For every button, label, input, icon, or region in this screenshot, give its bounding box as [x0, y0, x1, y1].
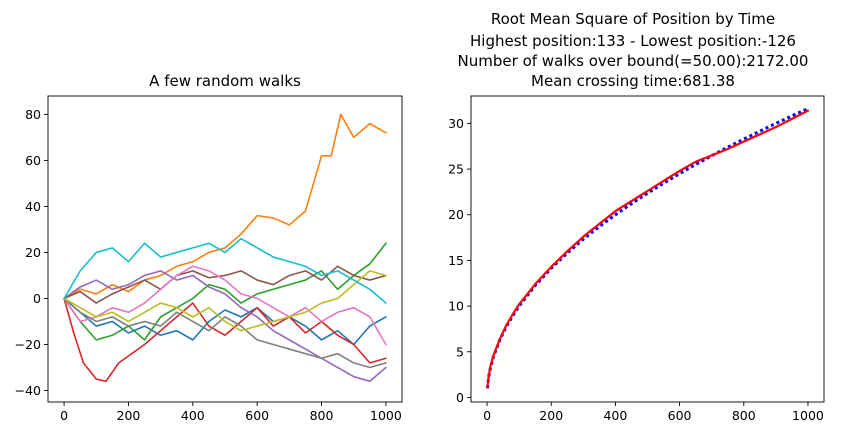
left-x-tick-label: 400 — [181, 408, 205, 423]
series-line-walk-1 — [63, 297, 387, 346]
rms-chart: Root Mean Square of Position by Time Hig… — [448, 10, 825, 423]
random-walks-chart: A few random walks 0 200 400 600 800 1000−40−… — [15, 72, 403, 423]
right-y-tick-label: 30 — [448, 116, 464, 131]
right-chart-title: Root Mean Square of Position by Time — [491, 10, 775, 28]
series-line-walk-9 — [63, 270, 387, 332]
right-y-tick-label: 0 — [456, 390, 464, 405]
series-line-walk-4 — [63, 297, 387, 383]
left-x-tick-label: 0 — [60, 408, 68, 423]
left-y-tick-label: 20 — [25, 245, 41, 260]
right-x-tick-label: 0 — [483, 408, 491, 423]
left-axes-frame — [47, 95, 403, 403]
left-y-tick-label: 0 — [33, 291, 41, 306]
right-chart-subtitle-bound: Number of walks over bound(=50.00):2172.… — [458, 52, 809, 70]
right-x-tick-label: 1000 — [792, 408, 824, 423]
series-line-walk-7 — [63, 265, 387, 346]
right-y-tick-label: 25 — [448, 162, 464, 177]
left-x-tick-label: 1000 — [370, 408, 402, 423]
series-line-walk-8 — [63, 297, 387, 369]
right-series-group — [485, 107, 810, 389]
series-line-rms-theoretical — [485, 107, 809, 389]
series-line-walk-3 — [63, 242, 387, 341]
right-x-tick-label: 800 — [732, 408, 756, 423]
left-y-tick-label: 60 — [25, 153, 41, 168]
left-y-tick-label: −40 — [15, 383, 41, 398]
left-y-tick-label: 80 — [25, 107, 41, 122]
right-chart-subtitle-crossing: Mean crossing time:681.38 — [531, 72, 735, 90]
right-x-tick-label: 600 — [668, 408, 692, 423]
left-series-group — [63, 113, 387, 383]
series-line-walk-5 — [63, 270, 387, 383]
left-chart-title: A few random walks — [149, 72, 301, 90]
series-line-walk-2 — [63, 113, 387, 300]
series-line-walk-6 — [63, 265, 387, 304]
series-line-rms-observed — [486, 109, 810, 389]
right-axes-frame — [470, 95, 825, 403]
right-y-tick-label: 5 — [456, 344, 464, 359]
left-x-tick-label: 800 — [310, 408, 334, 423]
right-x-tick-label: 200 — [539, 408, 563, 423]
right-chart-subtitle-extremes: Highest position:133 - Lowest position:-… — [470, 32, 796, 50]
right-y-tick-label: 10 — [448, 299, 464, 314]
left-x-tick-label: 600 — [245, 408, 269, 423]
left-x-tick-label: 200 — [117, 408, 141, 423]
right-x-tick-label: 400 — [603, 408, 627, 423]
left-y-tick-label: −20 — [15, 337, 41, 352]
right-y-tick-label: 20 — [448, 207, 464, 222]
right-y-tick-label: 15 — [448, 253, 464, 268]
left-y-tick-label: 40 — [25, 199, 41, 214]
series-line-walk-10 — [63, 237, 387, 304]
